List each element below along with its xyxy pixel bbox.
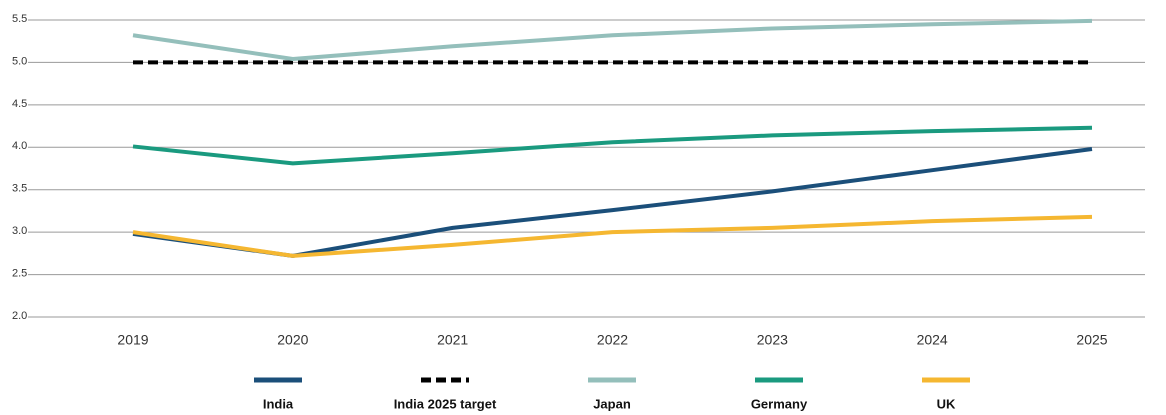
y-tick-label: 2.0 xyxy=(12,310,27,322)
x-tick-label: 2025 xyxy=(1076,332,1107,348)
x-tick-label: 2023 xyxy=(757,332,788,348)
y-tick-label: 4.5 xyxy=(12,98,27,110)
legend-label: UK xyxy=(937,396,956,411)
y-tick-label: 3.5 xyxy=(12,183,27,195)
y-tick-label: 2.5 xyxy=(12,267,27,279)
y-tick-label: 5.0 xyxy=(12,55,27,67)
x-tick-label: 2024 xyxy=(917,332,948,348)
legend-label: India xyxy=(263,396,294,411)
legend-label: Japan xyxy=(593,396,631,411)
y-tick-label: 5.5 xyxy=(12,13,27,25)
legend-label: Germany xyxy=(751,396,808,411)
legend-label: India 2025 target xyxy=(394,396,497,411)
y-tick-label: 3.0 xyxy=(12,225,27,237)
x-tick-label: 2019 xyxy=(117,332,148,348)
x-tick-label: 2020 xyxy=(277,332,308,348)
series-line xyxy=(132,214,1093,258)
series-line xyxy=(132,18,1093,62)
x-tick-label: 2021 xyxy=(437,332,468,348)
series-line xyxy=(132,147,1093,258)
series-line xyxy=(132,125,1093,166)
y-tick-label: 4.0 xyxy=(12,140,27,152)
x-tick-label: 2022 xyxy=(597,332,628,348)
